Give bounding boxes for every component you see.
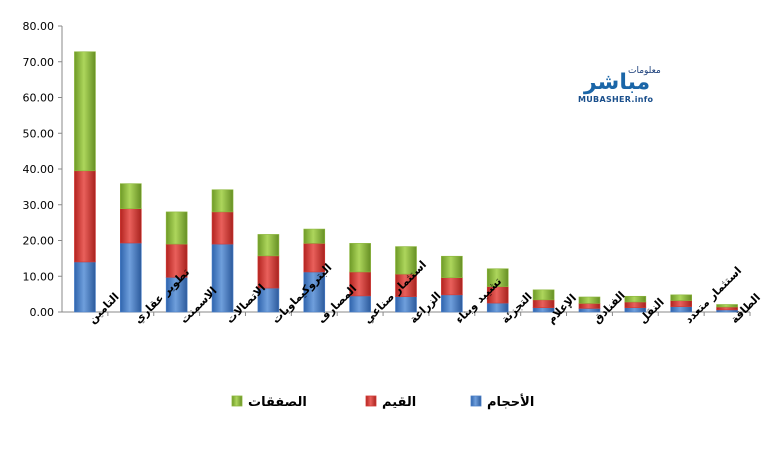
values-segment bbox=[120, 208, 142, 244]
deals-segment bbox=[486, 268, 509, 287]
values-segment bbox=[74, 170, 96, 263]
y-tick-label: 60.00 bbox=[23, 92, 55, 105]
y-tick-label: 70.00 bbox=[23, 56, 55, 69]
y-tick-label: 20.00 bbox=[23, 235, 55, 248]
values-segment bbox=[257, 255, 280, 289]
deals-segment bbox=[578, 296, 601, 304]
y-tick-label: 0.00 bbox=[30, 306, 55, 319]
logo-top-text: معلومات bbox=[628, 66, 661, 76]
y-tick-label: 50.00 bbox=[23, 127, 55, 140]
y-tick-label: 40.00 bbox=[23, 163, 55, 176]
deals-segment bbox=[624, 295, 647, 303]
deals-segment bbox=[165, 211, 188, 245]
values-segment bbox=[670, 300, 693, 307]
values-segment bbox=[578, 303, 601, 309]
deals-segment bbox=[303, 228, 326, 244]
deals-segment bbox=[670, 294, 693, 301]
y-tick-label: 30.00 bbox=[23, 199, 55, 212]
legend-label: الصفقات bbox=[248, 395, 307, 410]
values-segment bbox=[441, 277, 463, 296]
legend-swatch bbox=[231, 395, 243, 407]
legend-values: القيم bbox=[365, 395, 416, 410]
values-segment bbox=[532, 299, 555, 309]
legend-swatch bbox=[470, 395, 482, 407]
legend-label: الأحجام bbox=[487, 393, 534, 410]
deals-segment bbox=[211, 189, 234, 213]
volumes-segment bbox=[120, 242, 142, 313]
deals-segment bbox=[532, 289, 555, 301]
deals-segment bbox=[395, 246, 417, 275]
y-tick-label: 80.00 bbox=[23, 20, 55, 33]
deals-segment bbox=[441, 255, 463, 278]
legend-volumes: الأحجام bbox=[470, 393, 534, 410]
legend-label: القيم bbox=[382, 395, 416, 410]
deals-segment bbox=[257, 234, 280, 257]
bars bbox=[74, 51, 738, 313]
volumes-segment bbox=[74, 261, 96, 313]
legend-deals: الصفقات bbox=[231, 395, 307, 410]
legend: الأحجام القيم الصفقات bbox=[231, 393, 534, 410]
legend-swatch bbox=[365, 395, 377, 407]
deals-segment bbox=[120, 183, 142, 209]
values-segment bbox=[211, 211, 234, 245]
volumes-segment bbox=[211, 243, 234, 313]
logo-en-text: MUBASHER.info bbox=[578, 95, 654, 104]
logo-main-text: مباشر bbox=[584, 70, 651, 95]
deals-segment bbox=[716, 304, 738, 308]
mubasher-logo: معلومات مباشر MUBASHER.info bbox=[572, 64, 672, 106]
deals-segment bbox=[349, 243, 371, 273]
y-tick-label: 10.00 bbox=[23, 270, 55, 283]
values-segment bbox=[624, 301, 647, 309]
deals-segment bbox=[74, 51, 96, 172]
